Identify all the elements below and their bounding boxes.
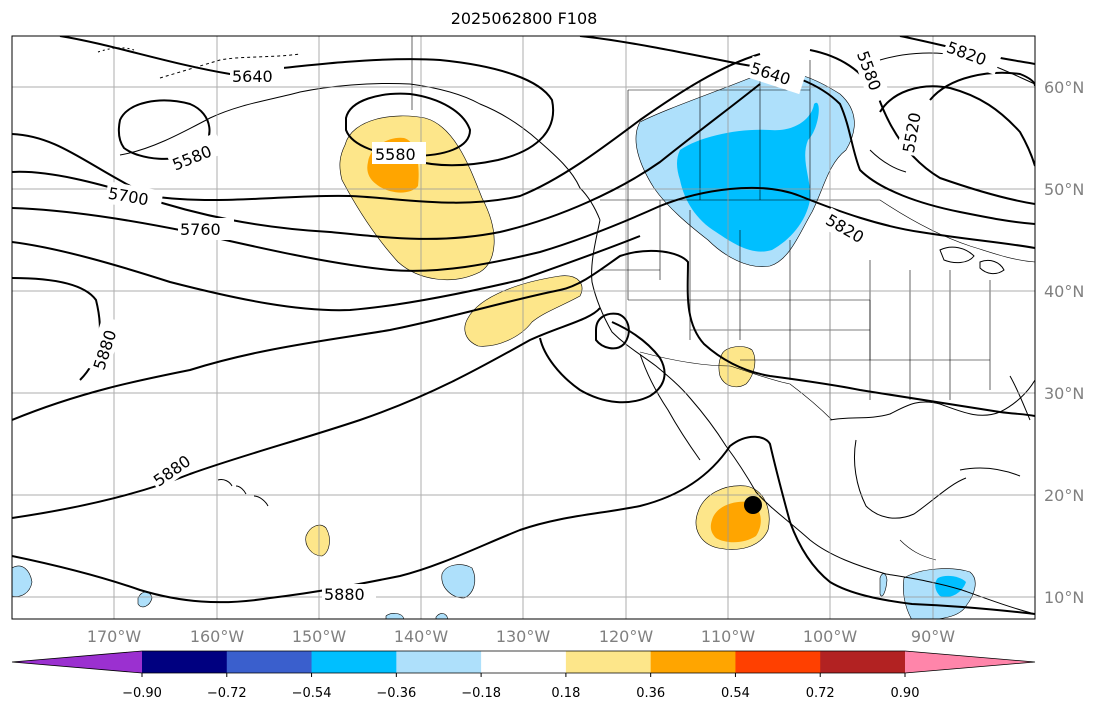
lon-label: 170°W [87,627,142,646]
colorbar-segment [820,651,906,673]
contour-5880-cali [539,321,666,404]
positive-anomaly-region [305,524,330,557]
negative-anomaly-region [441,564,476,599]
colorbar-segment [311,651,397,673]
contour-5880-south [12,435,1035,615]
lon-label: 140°W [394,627,449,646]
colorbar-tick-label: −0.18 [461,686,501,701]
contour-cutoff-low [595,312,630,350]
storm-position-marker [744,496,762,514]
colorbar-extend-min [12,651,142,673]
colorbar-tick-label: −0.90 [122,686,162,701]
negative-anomaly-region [137,591,153,608]
contour-label: 5640 [232,67,273,86]
contour-5640-east [579,36,1035,225]
lat-label: 50°N [1044,180,1084,199]
longitude-axis: 170°W 160°W 150°W 140°W 130°W 120°W 110°… [87,627,955,646]
colorbar-tick-label: 0.36 [636,686,665,701]
contour-5520-ring [929,71,1035,101]
colorbar-extend-max [905,651,1035,673]
negative-anomaly-region [12,565,33,597]
lon-label: 150°W [292,627,347,646]
lat-label: 10°N [1044,588,1084,607]
negative-anomaly-core [677,102,819,252]
contour-label: 5580 [375,145,416,164]
contour-label-group: 5640 5580 5580 5700 5760 5880 5880 5880 … [86,36,1003,606]
colorbar-tick-label: −0.54 [292,686,332,701]
contour-label: 5760 [180,220,221,239]
colorbar-ticks: −0.90 −0.72 −0.54 −0.36 −0.18 0.18 0.36 0.54 0.7… [122,673,919,701]
political-borders [411,36,1035,561]
map-title: 2025062800 F108 [450,9,598,28]
lon-label: 130°W [496,627,551,646]
lon-label: 90°W [911,627,955,646]
colorbar-segment [396,651,482,673]
contour-5520 [879,85,1035,167]
contour-label: 5880 [324,585,365,604]
colorbar-tick-label: 0.54 [721,686,750,701]
colorbar-tick-label: −0.72 [207,686,247,701]
colorbar-segment [565,651,652,673]
colorbar [11,650,1036,674]
contour-5880-main [12,249,1035,421]
negative-anomaly-region [435,613,449,619]
colorbar-tick-label: 0.90 [891,686,920,701]
graticule [12,36,1035,619]
negative-anomaly-region [385,613,405,619]
lat-label: 30°N [1044,384,1084,403]
lon-label: 100°W [803,627,858,646]
contour-5640-west [59,36,555,167]
lat-label: 40°N [1044,282,1084,301]
coastlines [97,47,1035,615]
lon-label: 160°W [190,627,245,646]
colorbar-segment [650,651,736,673]
lon-label: 120°W [599,627,654,646]
lon-label: 110°W [701,627,756,646]
colorbar-segment [142,651,228,673]
colorbar-tick-label: 0.18 [551,686,580,701]
map-border [11,35,1036,620]
colorbar-segment [735,651,821,673]
contour-5820-north [12,235,641,312]
lat-label: 60°N [1044,78,1084,97]
contour-5880-southwest [12,307,601,519]
lat-label: 20°N [1044,486,1084,505]
colorbar-segment [481,651,567,673]
latitude-axis: 60°N 50°N 40°N 30°N 20°N 10°N [1044,78,1084,607]
colorbar-tick-label: 0.72 [806,686,835,701]
colorbar-tick-label: −0.36 [376,686,416,701]
negative-anomaly-region [879,573,888,597]
colorbar-segment [226,651,313,673]
